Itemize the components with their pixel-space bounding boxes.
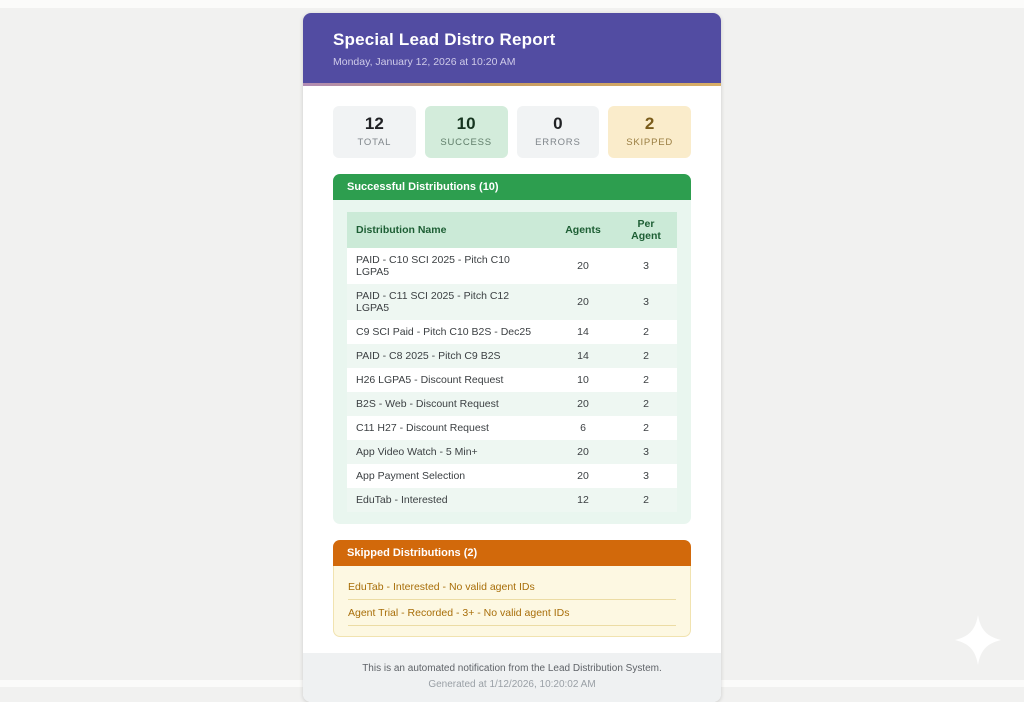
cell-per-agent: 2	[643, 422, 649, 434]
cell-agents: 10	[577, 374, 589, 386]
cell-distribution-name: EduTab - Interested	[356, 494, 448, 506]
report-body: 12 TOTAL 10 SUCCESS 0 ERRORS 2 SKIPPED S…	[303, 86, 721, 653]
skipped-section-title: Skipped Distributions (2)	[333, 540, 691, 566]
cell-distribution-name: App Video Watch - 5 Min+	[356, 446, 478, 458]
report-date: Monday, January 12, 2026 at 10:20 AM	[333, 56, 516, 68]
stat-card-total: 12 TOTAL	[333, 106, 416, 158]
cell-agents: 20	[577, 260, 589, 272]
stat-card-errors: 0 ERRORS	[516, 106, 600, 158]
column-header-per-agent: Per Agent	[615, 212, 677, 248]
table-row: PAID - C11 SCI 2025 - Pitch C12 LGPA5 20…	[347, 284, 677, 320]
cell-per-agent: 2	[643, 374, 649, 386]
cell-per-agent: 2	[643, 326, 649, 338]
cell-agents: 20	[577, 296, 589, 308]
table-header-row: Distribution Name Agents Per Agent	[347, 212, 677, 248]
cell-distribution-name: PAID - C10 SCI 2025 - Pitch C10 LGPA5	[356, 254, 510, 278]
cell-distribution-name: PAID - C11 SCI 2025 - Pitch C12 LGPA5	[356, 290, 510, 314]
report-header: Special Lead Distro Report Monday, Janua…	[303, 13, 721, 83]
successful-distributions-section: Successful Distributions (10) Distributi…	[333, 174, 691, 524]
stat-total-label: TOTAL	[357, 137, 392, 148]
cell-distribution-name: B2S - Web - Discount Request	[356, 398, 499, 410]
stat-skipped-value: 2	[644, 114, 655, 133]
skipped-item: Agent Trial - Recorded - 3+ - No valid a…	[348, 600, 676, 626]
cell-distribution-name: C11 H27 - Discount Request	[356, 422, 489, 434]
table-row: H26 LGPA5 - Discount Request 10 2	[347, 368, 677, 392]
report-card: Special Lead Distro Report Monday, Janua…	[303, 13, 721, 702]
cell-agents: 14	[577, 326, 589, 338]
table-row: App Video Watch - 5 Min+ 20 3	[347, 440, 677, 464]
stat-total-value: 12	[364, 114, 384, 133]
table-row: PAID - C10 SCI 2025 - Pitch C10 LGPA5 20…	[347, 248, 677, 284]
cell-per-agent: 2	[643, 398, 649, 410]
table-row: C11 H27 - Discount Request 6 2	[347, 416, 677, 440]
column-header-agents: Agents	[551, 212, 615, 248]
distributions-table: Distribution Name Agents Per Agent PAID …	[347, 212, 677, 512]
cell-per-agent: 3	[643, 470, 649, 482]
stat-success-value: 10	[456, 114, 476, 133]
cell-distribution-name: PAID - C8 2025 - Pitch C9 B2S	[356, 350, 501, 362]
stat-card-success: 10 SUCCESS	[424, 106, 508, 158]
cell-per-agent: 2	[643, 350, 649, 362]
stats-row: 12 TOTAL 10 SUCCESS 0 ERRORS 2 SKIPPED	[333, 106, 691, 158]
successful-section-body: Distribution Name Agents Per Agent PAID …	[333, 200, 691, 524]
stat-card-skipped: 2 SKIPPED	[608, 106, 691, 158]
cell-distribution-name: H26 LGPA5 - Discount Request	[356, 374, 504, 386]
table-row: EduTab - Interested 12 2	[347, 488, 677, 512]
table-row: C9 SCI Paid - Pitch C10 B2S - Dec25 14 2	[347, 320, 677, 344]
cell-agents: 6	[580, 422, 586, 434]
skipped-section-body: EduTab - Interested - No valid agent IDs…	[333, 566, 691, 637]
cell-distribution-name: C9 SCI Paid - Pitch C10 B2S - Dec25	[356, 326, 532, 338]
cell-agents: 20	[577, 398, 589, 410]
stat-errors-value: 0	[553, 114, 563, 133]
report-footer: This is an automated notification from t…	[303, 653, 721, 702]
cell-agents: 20	[577, 470, 589, 482]
stat-success-label: SUCCESS	[440, 137, 492, 148]
cell-per-agent: 3	[643, 446, 649, 458]
table-row: PAID - C8 2025 - Pitch C9 B2S 14 2	[347, 344, 677, 368]
cell-per-agent: 2	[643, 494, 649, 506]
column-header-distribution-name: Distribution Name	[347, 212, 551, 248]
footer-notification-text: This is an automated notification from t…	[362, 663, 662, 674]
table-row: App Payment Selection 20 3	[347, 464, 677, 488]
cell-agents: 14	[577, 350, 589, 362]
cell-distribution-name: App Payment Selection	[356, 470, 466, 482]
cell-agents: 20	[577, 446, 589, 458]
skipped-item: EduTab - Interested - No valid agent IDs	[348, 574, 676, 600]
table-row: B2S - Web - Discount Request 20 2	[347, 392, 677, 416]
stat-skipped-label: SKIPPED	[626, 137, 674, 148]
stat-errors-label: ERRORS	[535, 137, 581, 148]
skipped-distributions-section: Skipped Distributions (2) EduTab - Inter…	[333, 540, 691, 637]
sparkle-icon	[955, 615, 1001, 665]
cell-per-agent: 3	[643, 296, 649, 308]
cell-agents: 12	[577, 494, 589, 506]
header-accent-bar	[303, 83, 721, 86]
page-background-top	[0, 0, 1024, 8]
report-title: Special Lead Distro Report	[333, 30, 556, 49]
footer-generated-timestamp: Generated at 1/12/2026, 10:20:02 AM	[428, 679, 596, 690]
cell-per-agent: 3	[643, 260, 649, 272]
successful-section-title: Successful Distributions (10)	[333, 174, 691, 200]
